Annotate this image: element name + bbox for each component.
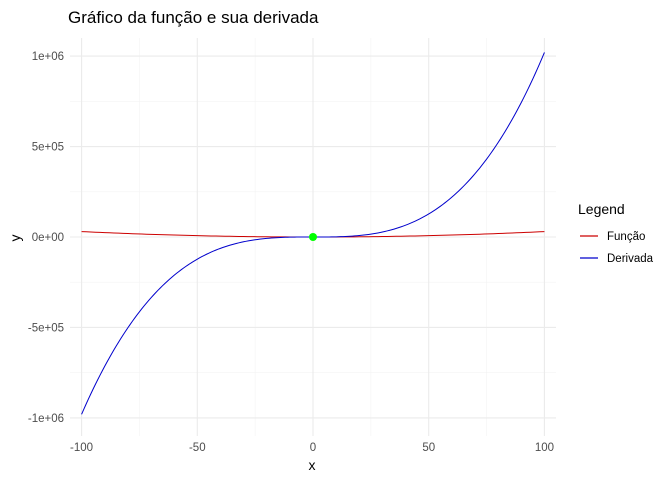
x-tick-label: 50: [422, 442, 435, 454]
highlight-point: [309, 233, 317, 241]
x-tick-label: 100: [535, 442, 554, 454]
y-tick-label: -1e+06: [28, 413, 64, 425]
x-tick-label: -50: [189, 442, 206, 454]
y-tick-label: 0e+00: [32, 232, 64, 244]
x-tick-label: -100: [70, 442, 93, 454]
x-axis-title: x: [309, 457, 316, 473]
legend: Legend Função Derivada: [578, 201, 654, 265]
y-tick-label: 5e+05: [32, 142, 64, 154]
annotation-layer: [309, 233, 317, 241]
grid: [70, 38, 556, 436]
x-tick-label: 0: [310, 442, 316, 454]
y-axis-ticks: -1e+06 -5e+05 0e+00 5e+05 1e+06: [28, 51, 64, 425]
legend-label-funcao: Função: [607, 231, 645, 243]
chart-title: Gráfico da função e sua derivada: [68, 8, 319, 27]
y-axis-title: y: [7, 235, 23, 242]
legend-label-derivada: Derivada: [607, 253, 654, 265]
y-tick-label: -5e+05: [28, 322, 64, 334]
legend-title: Legend: [578, 201, 625, 217]
y-tick-label: 1e+06: [32, 51, 64, 63]
x-axis-ticks: -100 -50 0 50 100: [70, 442, 554, 454]
